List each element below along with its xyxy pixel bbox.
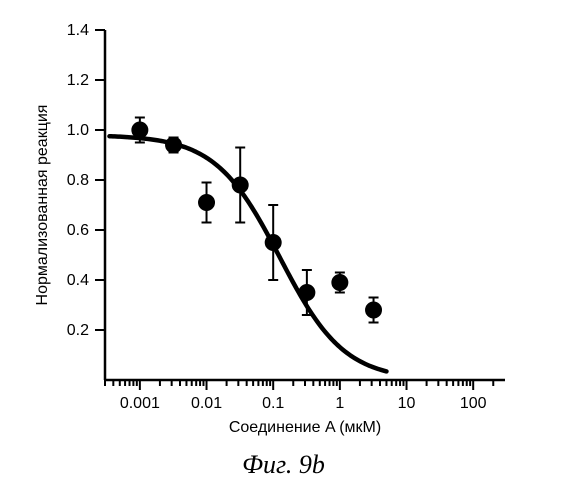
svg-text:0.6: 0.6 xyxy=(67,222,89,239)
dose-response-chart: 0.2 0.4 0.6 0.8 1.0 1.2 1.4 0.001 0.01 0.1 1 10 100 Н… xyxy=(0,0,567,500)
svg-text:1: 1 xyxy=(335,395,344,412)
svg-text:10: 10 xyxy=(398,395,416,412)
svg-text:0.8: 0.8 xyxy=(67,172,89,189)
data-point xyxy=(332,275,348,291)
svg-text:100: 100 xyxy=(460,395,487,412)
data-point xyxy=(265,235,281,251)
x-axis-label: Соединение A (мкМ) xyxy=(229,419,381,436)
svg-text:1.4: 1.4 xyxy=(67,22,89,39)
svg-text:0.001: 0.001 xyxy=(120,395,160,412)
data-point xyxy=(232,177,248,193)
figure-caption: Фиг. 9b xyxy=(0,450,567,480)
data-point xyxy=(199,195,215,211)
svg-text:1.2: 1.2 xyxy=(67,72,89,89)
figure-container: 0.2 0.4 0.6 0.8 1.0 1.2 1.4 0.001 0.01 0.1 1 10 100 Н… xyxy=(0,0,567,500)
svg-text:0.2: 0.2 xyxy=(67,322,89,339)
svg-text:1.0: 1.0 xyxy=(67,122,89,139)
svg-text:0.01: 0.01 xyxy=(191,395,222,412)
data-point xyxy=(299,285,315,301)
data-point xyxy=(166,137,182,153)
data-point xyxy=(366,302,382,318)
data-point xyxy=(132,122,148,138)
svg-text:0.1: 0.1 xyxy=(262,395,284,412)
svg-text:0.4: 0.4 xyxy=(67,272,89,289)
y-axis-label: Нормализованная реакция xyxy=(34,105,51,306)
fit-curve xyxy=(109,136,386,371)
